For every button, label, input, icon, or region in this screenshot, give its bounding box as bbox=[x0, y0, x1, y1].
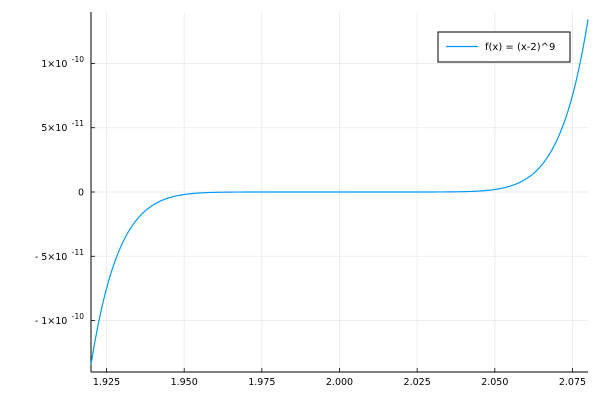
y-tick-label: - 1×10 -10 bbox=[35, 312, 84, 327]
x-tick-label: 2.050 bbox=[481, 377, 508, 388]
x-tick-label: 2.075 bbox=[559, 377, 586, 388]
legend-box bbox=[437, 31, 571, 63]
x-tick-label: 2.025 bbox=[404, 377, 431, 388]
x-tick-label: 1.950 bbox=[171, 377, 198, 388]
y-tick-label: 1×10 -10 bbox=[41, 55, 84, 70]
series-line-0 bbox=[90, 19, 589, 365]
legend-label: f(x) = (x-2)^9 bbox=[485, 42, 555, 53]
y-tick-label: 0 bbox=[78, 188, 84, 199]
x-tick-label: 1.925 bbox=[93, 377, 120, 388]
y-tick-label: - 5×10 -11 bbox=[35, 248, 84, 263]
legend: f(x) = (x-2)^9 bbox=[437, 31, 571, 63]
x-tick-label: 2.000 bbox=[326, 377, 353, 388]
series-lines bbox=[90, 19, 589, 365]
tick-marks bbox=[91, 63, 573, 372]
tick-labels: 1.925 1.950 1.975 2.000 2.025 2.050 2.075 1×10 … bbox=[35, 55, 586, 388]
y-tick-label: 5×10 -11 bbox=[41, 119, 84, 134]
x-tick-label: 1.975 bbox=[248, 377, 275, 388]
